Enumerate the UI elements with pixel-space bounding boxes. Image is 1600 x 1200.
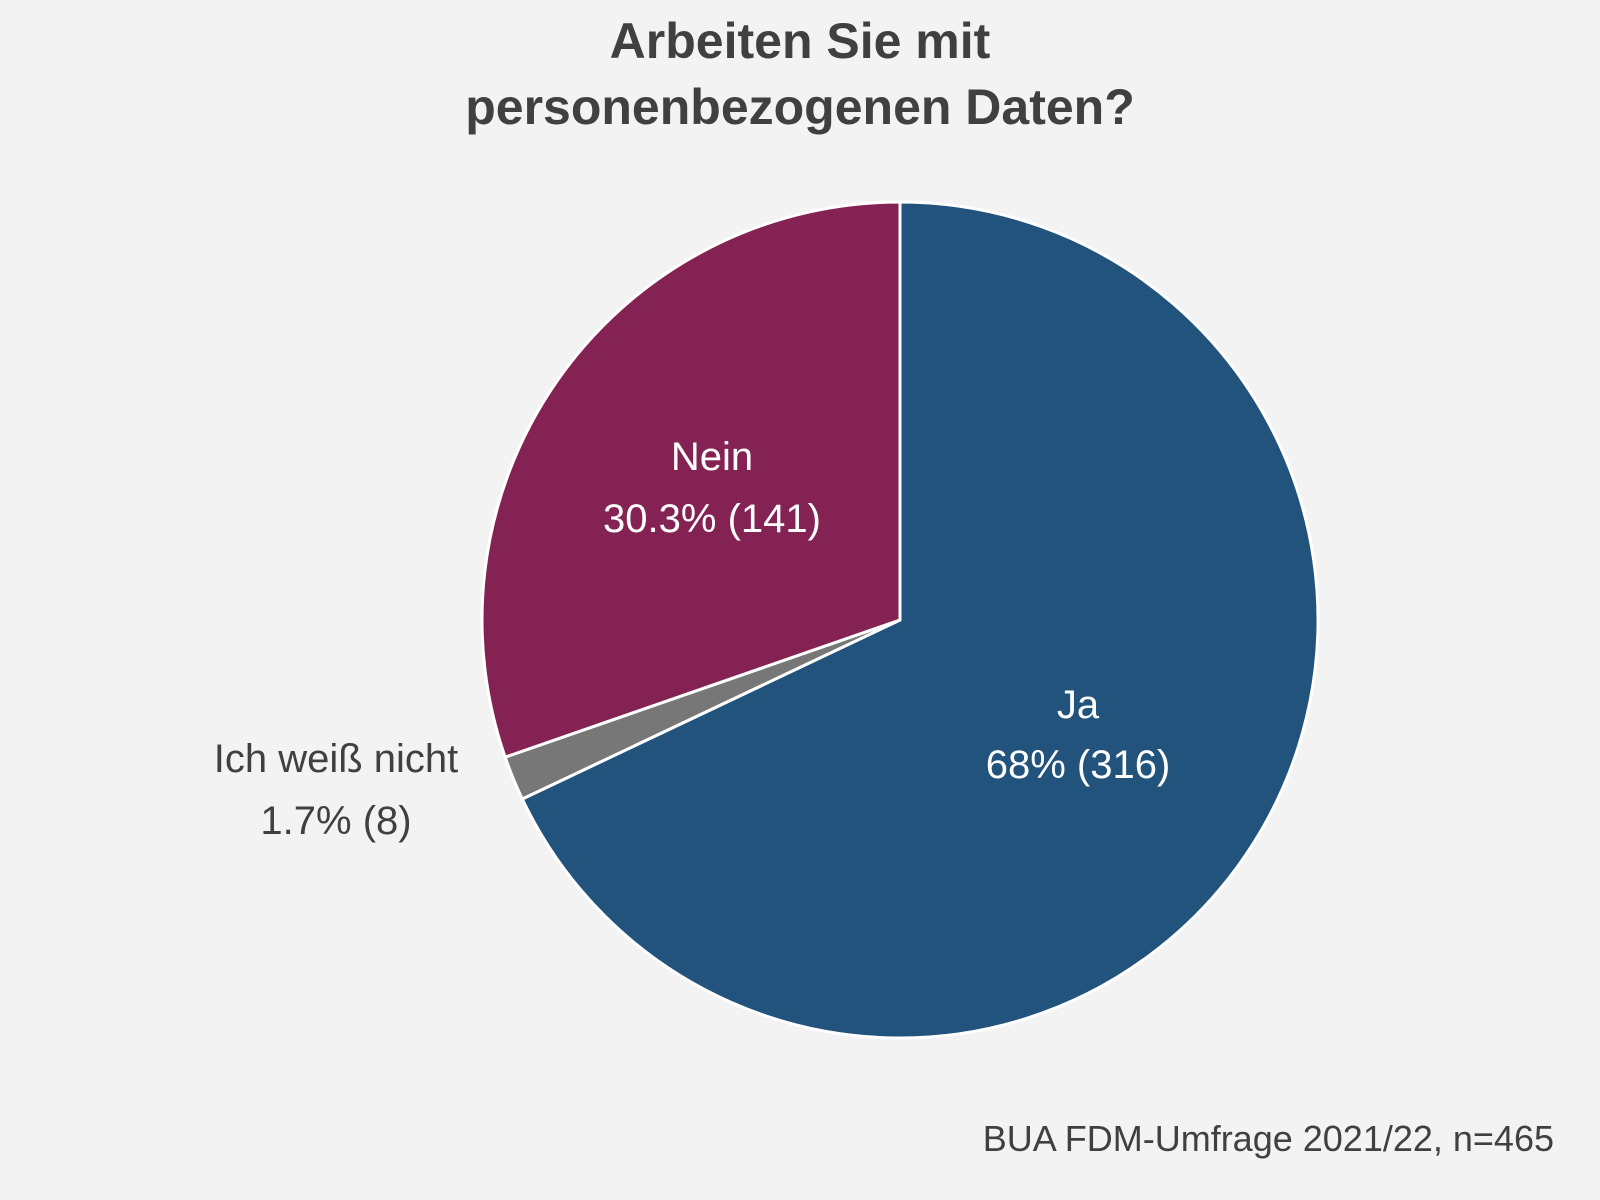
pie-labels: Ja 68% (316) Ich weiß nicht 1.7% (8) Nein 30.… — [214, 435, 1171, 843]
pie-slices — [480, 200, 1320, 1040]
chart-title-line-2: personenbezogenen Daten? — [465, 79, 1135, 135]
pie-slice-3 — [480, 200, 902, 759]
pie-slice-1 — [520, 200, 1320, 1040]
chart-title-line-1: Arbeiten Sie mit — [609, 13, 991, 69]
slice-value-label-3: 30.3% (141) — [603, 497, 821, 541]
slice-label-2: Ich weiß nicht — [214, 737, 459, 781]
slice-label-3: Nein — [671, 435, 753, 479]
chart-title: Arbeiten Sie mit personenbezogenen Daten… — [0, 8, 1600, 140]
slice-value-label-1: 68% (316) — [986, 743, 1171, 787]
slice-value-label-2: 1.7% (8) — [260, 799, 411, 843]
chart-caption: BUA FDM-Umfrage 2021/22, n=465 — [982, 1118, 1554, 1159]
slice-label-1: Ja — [1057, 683, 1100, 727]
